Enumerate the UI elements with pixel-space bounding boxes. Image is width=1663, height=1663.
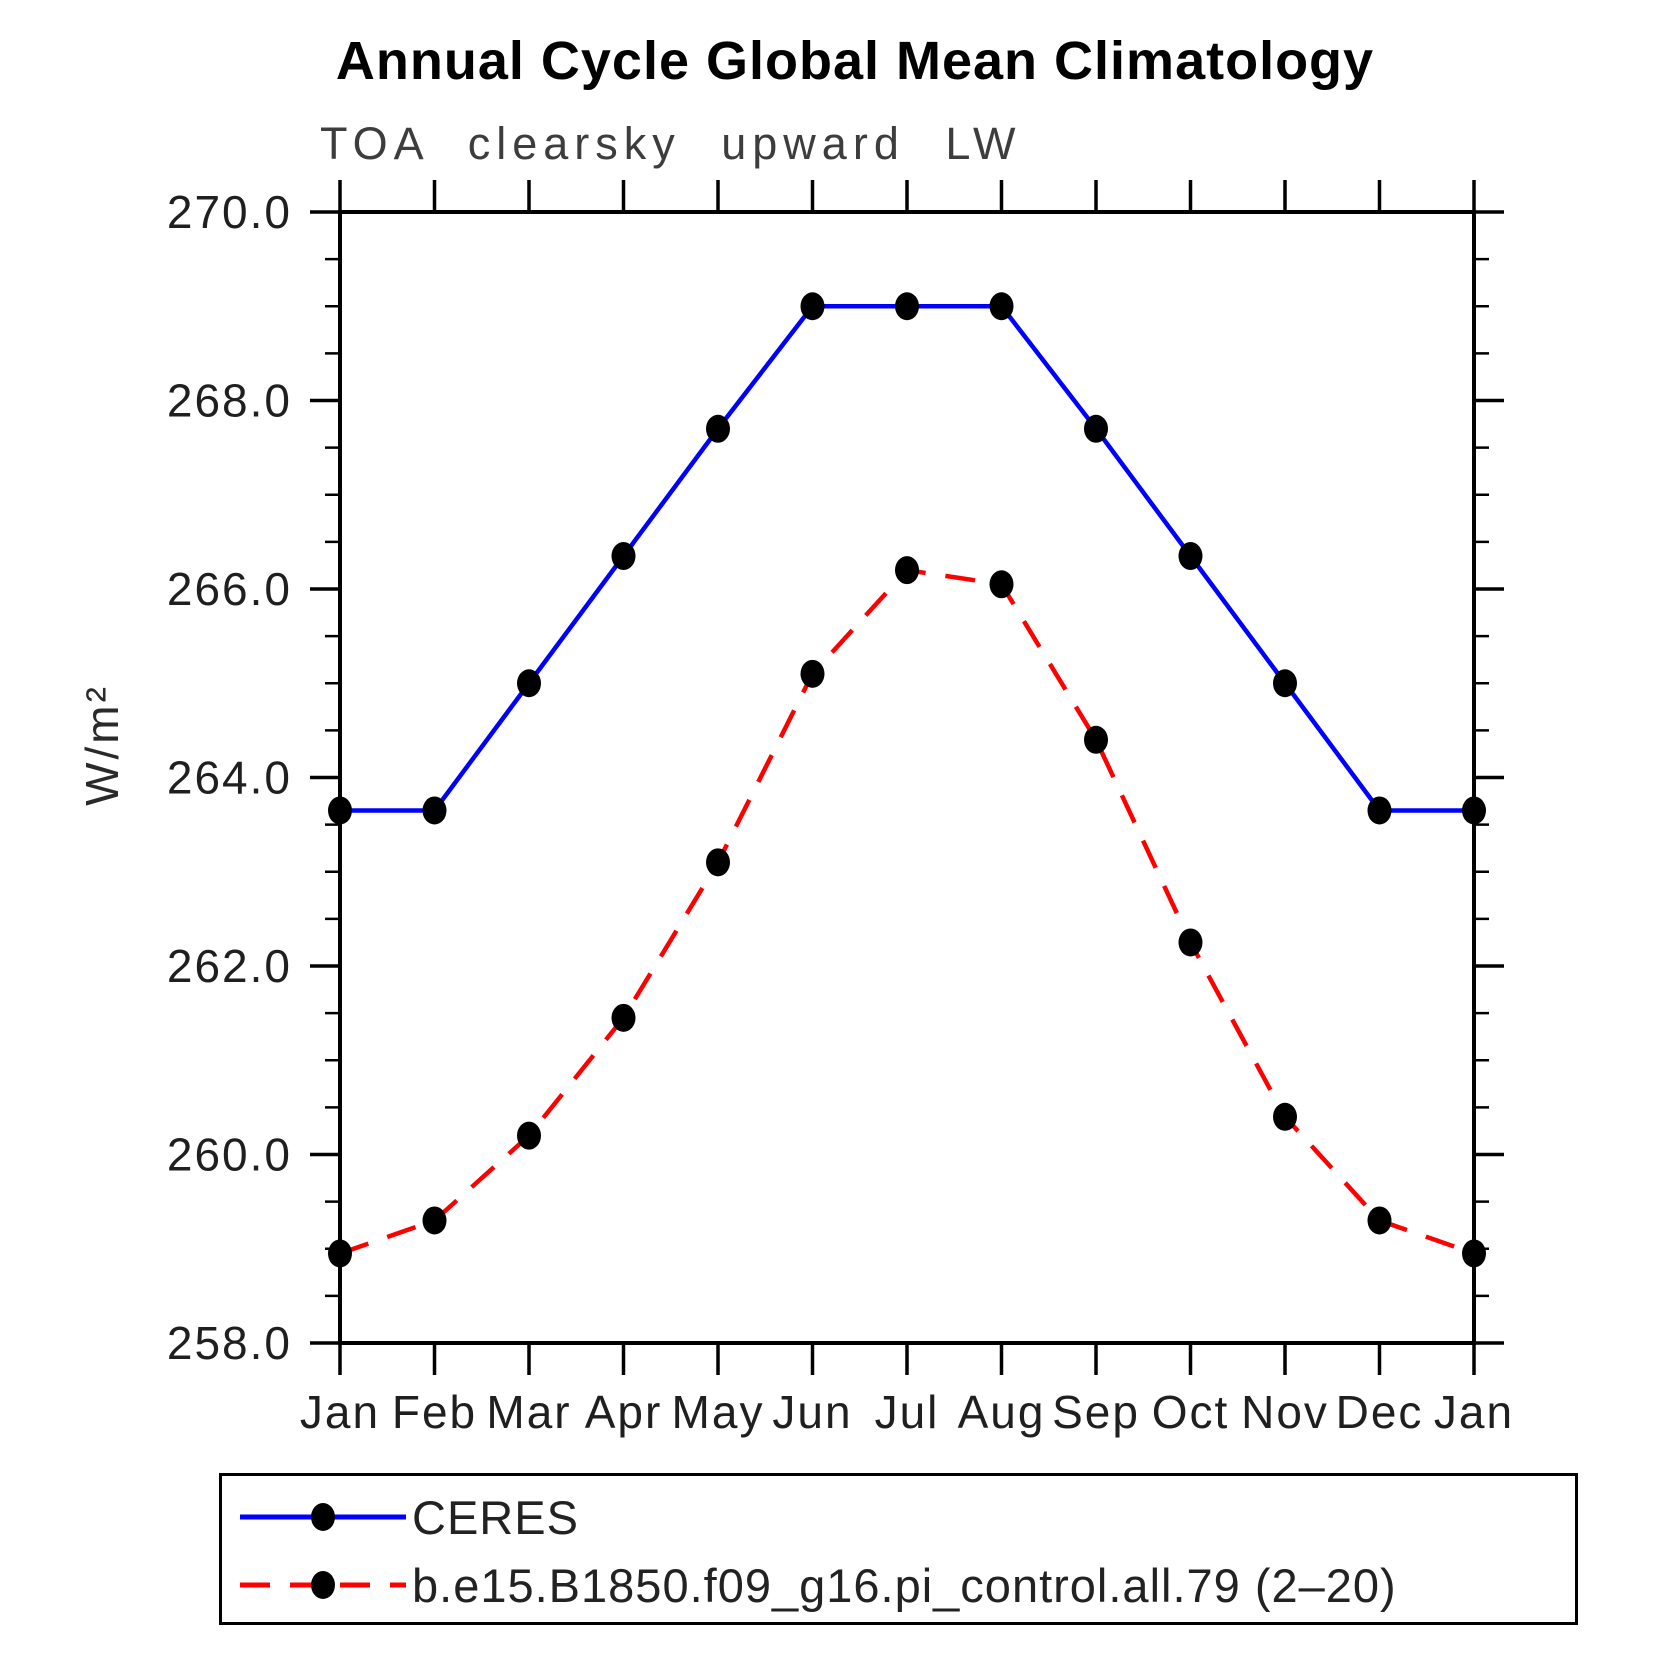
data-point — [1178, 928, 1203, 957]
data-point — [989, 570, 1014, 599]
data-point — [1178, 542, 1203, 571]
y-tick-label: 264.0 — [167, 752, 292, 804]
data-point — [517, 1121, 541, 1150]
legend-line-sample-solid-icon — [240, 1503, 406, 1531]
x-tick-label: Jul — [875, 1386, 940, 1438]
data-point — [706, 848, 730, 877]
legend-label-ceres: CERES — [412, 1490, 579, 1544]
x-tick-label: May — [672, 1386, 765, 1438]
data-point — [895, 556, 919, 585]
data-point — [1367, 796, 1392, 825]
plot-frame — [338, 210, 1476, 1345]
legend: CERES b.e15.B1850.f09_g16.pi_control.all… — [219, 1473, 1578, 1625]
x-tick-label: Feb — [392, 1386, 477, 1438]
series-line-1 — [339, 567, 1475, 1256]
data-point — [1462, 796, 1486, 825]
y-tick-label: 266.0 — [167, 563, 292, 615]
legend-row-ceres: CERES — [237, 1490, 579, 1544]
data-point — [1273, 669, 1297, 698]
x-tick-label: Jun — [772, 1386, 852, 1438]
data-point — [989, 292, 1014, 321]
x-tick-label: Dec — [1336, 1386, 1424, 1438]
data-point — [422, 796, 447, 825]
legend-line-sample-dashed-icon — [240, 1571, 406, 1599]
data-point — [800, 659, 825, 688]
legend-row-model: b.e15.B1850.f09_g16.pi_control.all.79 (2… — [237, 1558, 1397, 1612]
data-point — [611, 1003, 636, 1032]
data-point — [1462, 1239, 1486, 1268]
x-tick-label: Aug — [958, 1386, 1046, 1438]
data-point — [422, 1206, 447, 1235]
y-tick-label: 260.0 — [167, 1129, 292, 1181]
x-tick-label: Jan — [1434, 1386, 1514, 1438]
x-tick-label: Sep — [1052, 1386, 1140, 1438]
chart-title: Annual Cycle Global Mean Climatology — [335, 31, 1375, 91]
data-point — [611, 542, 636, 571]
x-tick-label: Apr — [585, 1386, 663, 1438]
x-tick-label: Nov — [1241, 1386, 1329, 1438]
x-tick-label: Mar — [486, 1386, 571, 1438]
x-tick-label: Jan — [300, 1386, 380, 1438]
legend-label-model: b.e15.B1850.f09_g16.pi_control.all.79 (2… — [412, 1558, 1397, 1612]
data-point — [706, 414, 730, 443]
data-point — [895, 292, 919, 321]
y-tick-label: 268.0 — [167, 375, 292, 427]
data-point — [1273, 1102, 1297, 1131]
y-tick-label: 262.0 — [167, 940, 292, 992]
data-point — [800, 292, 825, 321]
data-point — [328, 1239, 352, 1268]
data-point — [1084, 725, 1108, 754]
data-point — [1367, 1206, 1392, 1235]
chart-subtitle: TOA clearsky upward LW — [320, 118, 1022, 169]
data-point — [1084, 414, 1108, 443]
data-point — [517, 669, 541, 698]
y-tick-label: 258.0 — [167, 1317, 292, 1369]
x-tick-label: Oct — [1152, 1386, 1230, 1438]
data-point — [328, 796, 352, 825]
y-tick-label: 270.0 — [167, 186, 292, 238]
